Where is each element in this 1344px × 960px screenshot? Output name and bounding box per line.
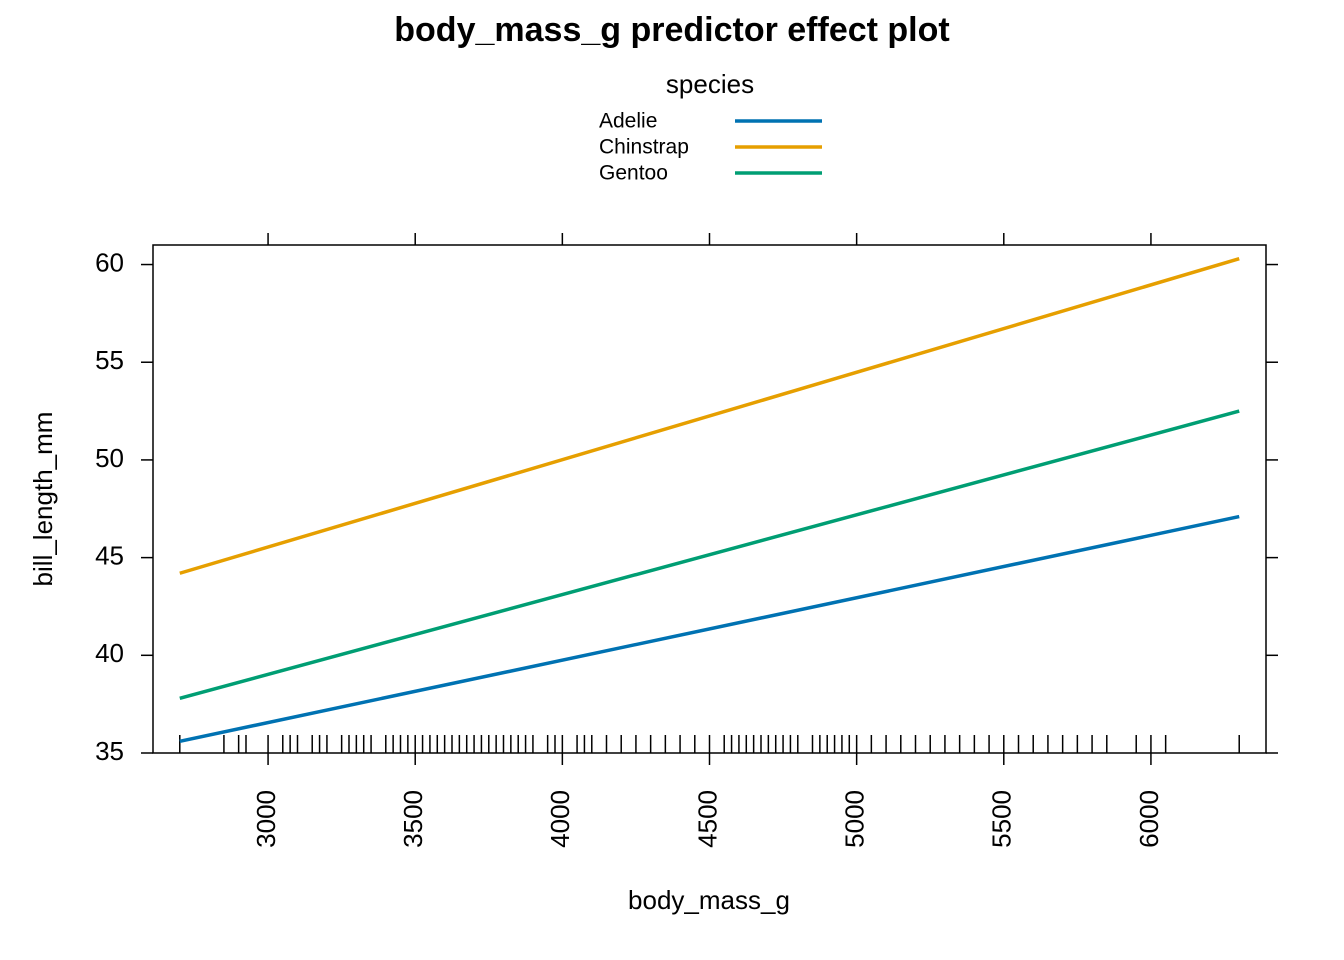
chart-title: body_mass_g predictor effect plot <box>394 11 949 49</box>
y-tick-label: 45 <box>95 540 124 570</box>
plot-frame <box>152 244 1267 754</box>
x-tick-label: 3500 <box>398 790 428 848</box>
x-tick-label: 4000 <box>545 790 575 848</box>
x-tick-label: 5000 <box>840 790 870 848</box>
y-tick-label: 55 <box>95 345 124 375</box>
x-tick-label: 5500 <box>987 790 1017 848</box>
x-tick-label: 6000 <box>1134 790 1164 848</box>
x-tick-label: 3000 <box>251 790 281 848</box>
legend-label: Gentoo <box>599 162 668 185</box>
x-axis-label: body_mass_g <box>628 885 790 915</box>
legend-label: Chinstrap <box>599 136 689 159</box>
y-tick-label: 50 <box>95 443 124 473</box>
series-line <box>179 514 1240 743</box>
y-tick-label: 40 <box>95 638 124 668</box>
y-tick-label: 60 <box>95 247 124 277</box>
series-line <box>179 256 1240 575</box>
legend-label: Adelie <box>599 110 657 133</box>
series-line <box>179 409 1240 700</box>
x-tick-label: 4500 <box>692 790 722 848</box>
y-tick-label: 35 <box>95 736 124 766</box>
legend-title: species <box>666 69 754 99</box>
y-axis-label: bill_length_mm <box>28 412 58 587</box>
